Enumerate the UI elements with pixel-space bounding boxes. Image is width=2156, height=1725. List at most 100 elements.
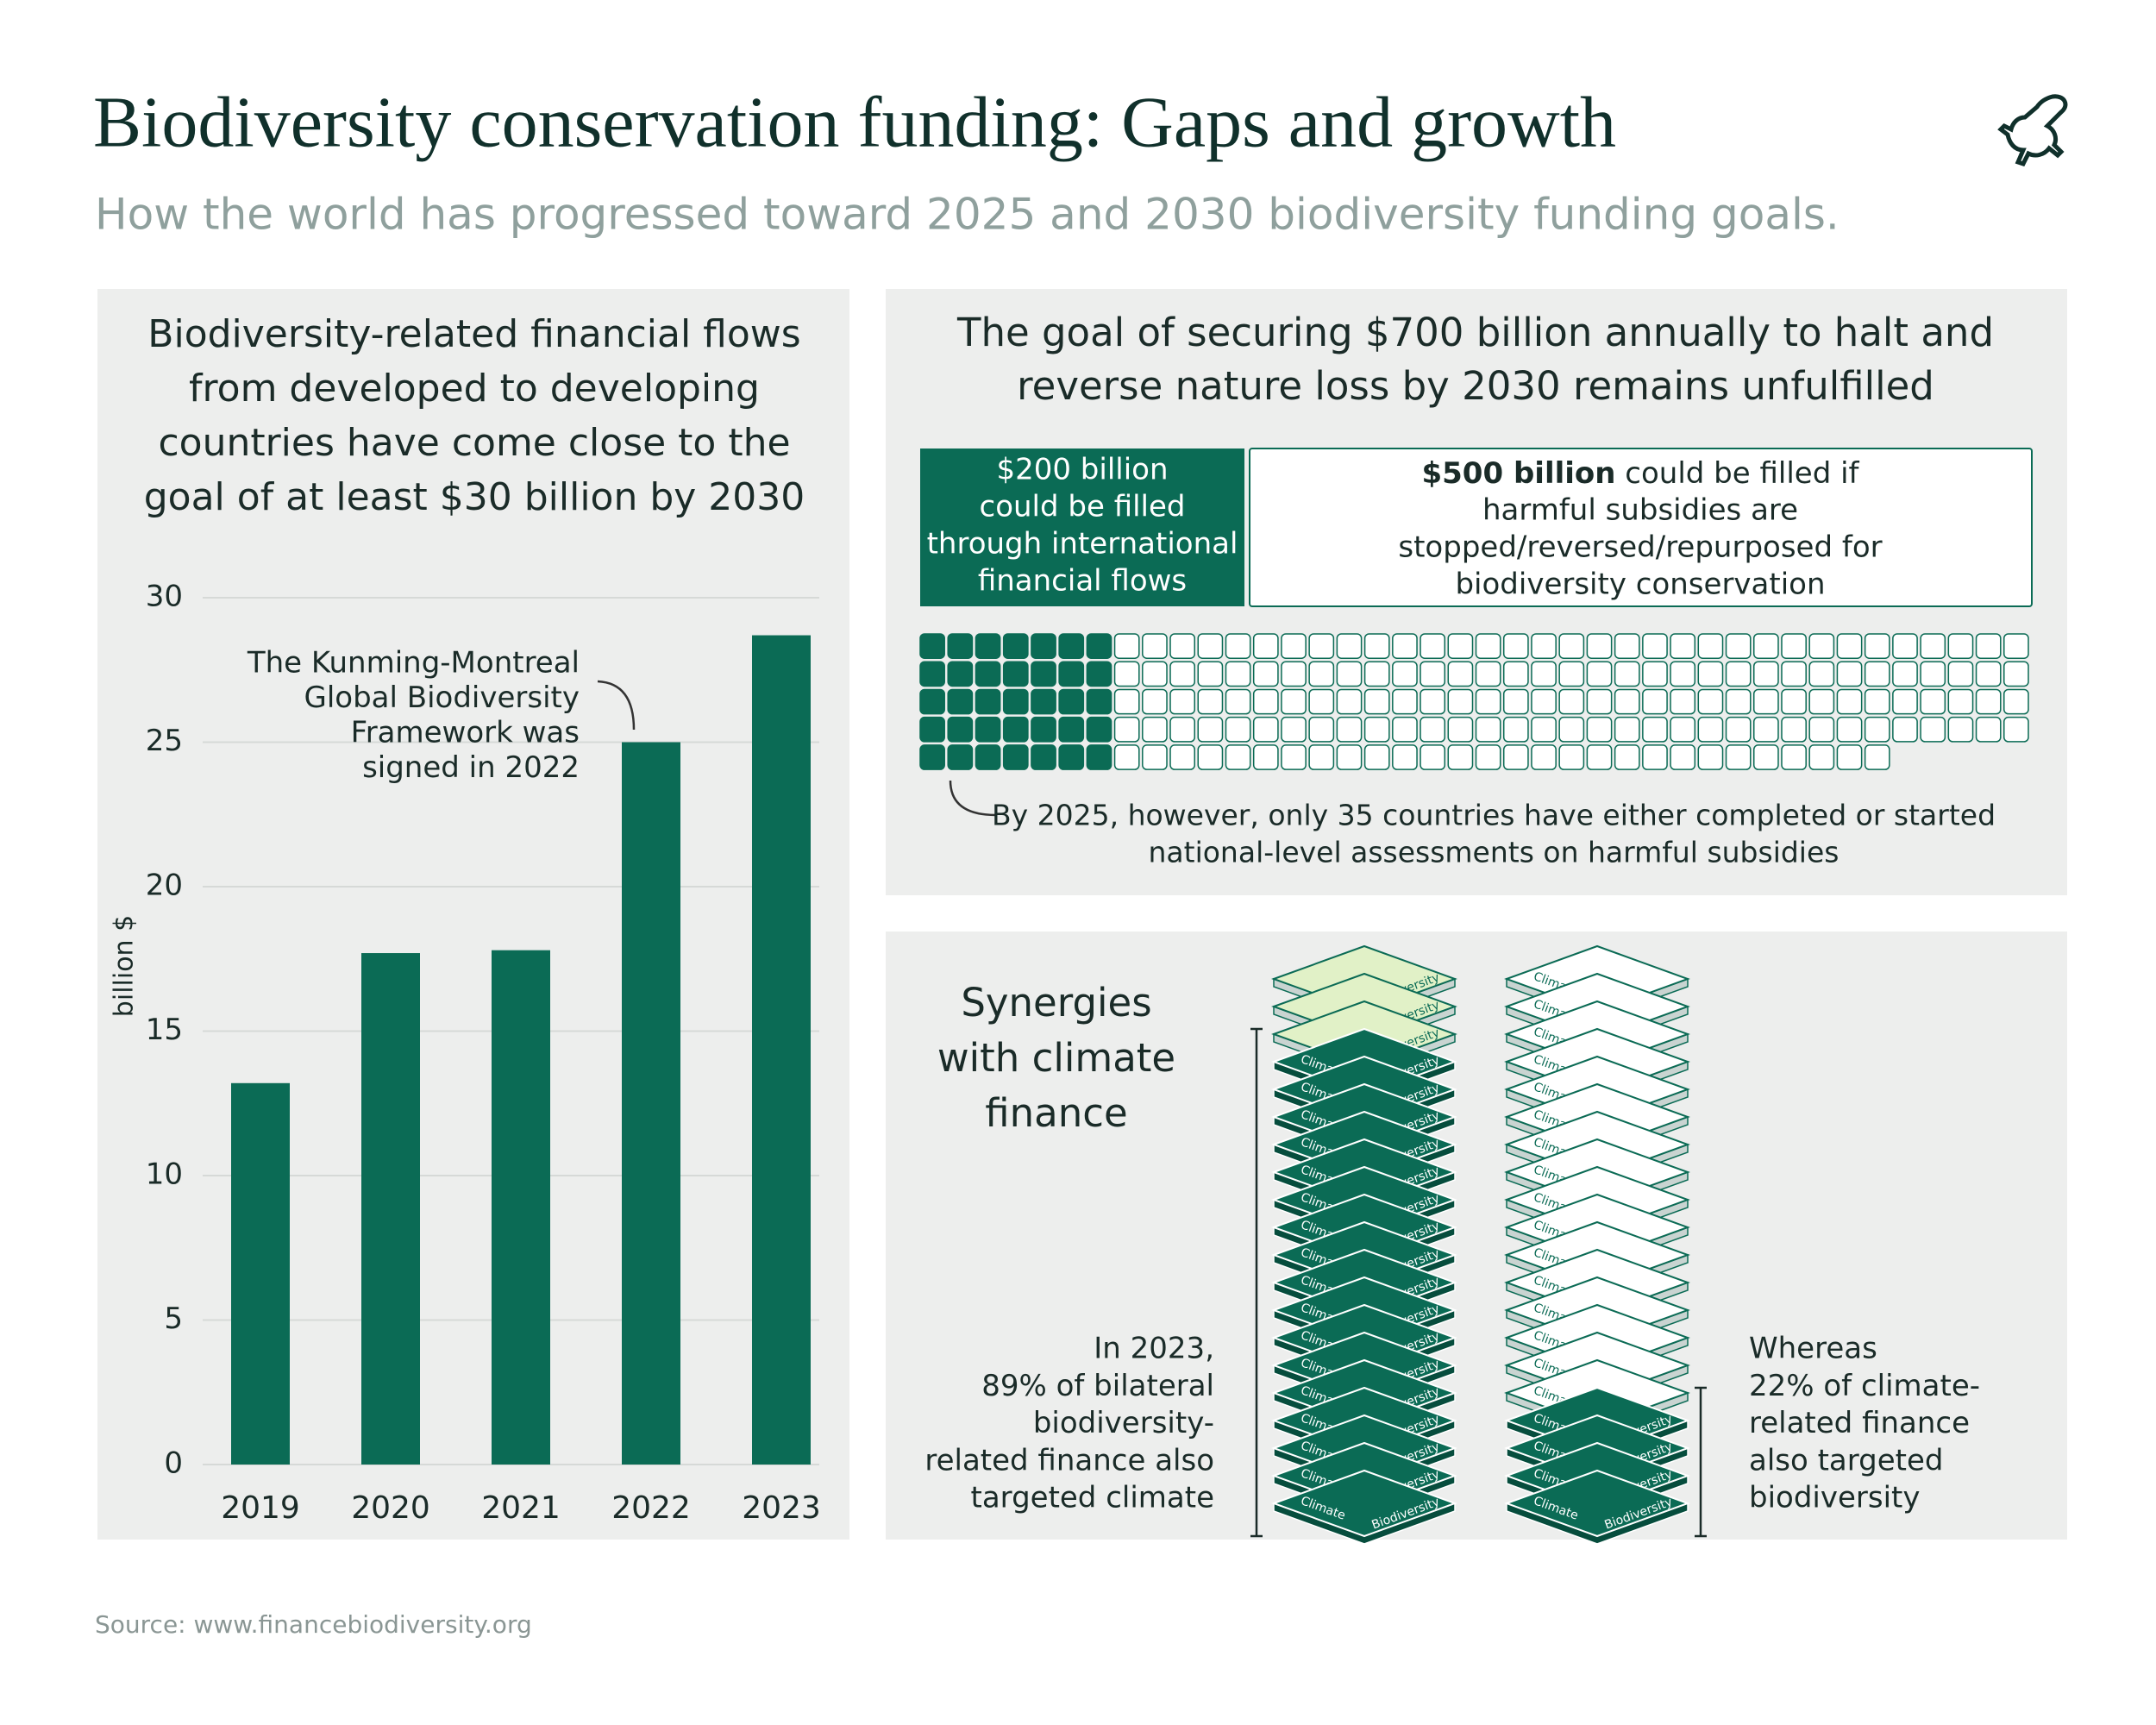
waffle-square (1586, 716, 1613, 743)
waffle-square (1725, 716, 1752, 743)
waffle-square (1113, 633, 1140, 659)
waffle-square-filled (1086, 744, 1112, 770)
x-tick-label: 2023 (742, 1490, 821, 1526)
waffle-square (1502, 744, 1529, 770)
waffle-square-filled (947, 688, 974, 715)
y-tick-label: 25 (146, 724, 183, 758)
waffle-square (1531, 688, 1557, 715)
waffle-square (1892, 633, 1918, 659)
waffle-square (1920, 716, 1946, 743)
waffle-square (1975, 633, 2002, 659)
y-tick-label: 15 (146, 1013, 183, 1047)
waffle-square (1808, 716, 1835, 743)
waffle-square (1502, 688, 1529, 715)
waffle-square (1808, 633, 1835, 659)
waffle-square (1252, 688, 1279, 715)
waffle-square (1225, 688, 1251, 715)
waffle-square (1642, 688, 1668, 715)
waffle-square (1225, 661, 1251, 687)
waffle-square (1864, 661, 1890, 687)
waffle-square (1336, 688, 1363, 715)
waffle-square (1614, 716, 1640, 743)
waffle-square (1420, 688, 1446, 715)
waffle-square (1531, 744, 1557, 770)
stack-text: In 2023, (1094, 1332, 1214, 1366)
waffle-square (1363, 716, 1390, 743)
annotation: Framework was (351, 716, 580, 750)
waffle-square (1725, 688, 1752, 715)
waffle-square (1642, 744, 1668, 770)
waffle-square (1864, 688, 1890, 715)
box-right-text: $500 billion could be filled if (1421, 456, 1859, 491)
waffle-square (1864, 716, 1890, 743)
waffle-square-filled (1058, 661, 1085, 687)
box-right-text-rest: could be filled if (1615, 456, 1859, 491)
waffle-square (1670, 633, 1696, 659)
waffle-square (1502, 661, 1529, 687)
waffle-square-filled (975, 633, 1001, 659)
waffle-square (1142, 661, 1168, 687)
waffle-square (1363, 744, 1390, 770)
bar (361, 953, 420, 1465)
waffle-square (1420, 744, 1446, 770)
waffle-square (1670, 744, 1696, 770)
waffle-square (1670, 716, 1696, 743)
waffle-square-filled (919, 688, 945, 715)
logo (1997, 94, 2068, 167)
waffle-square (1753, 661, 1779, 687)
stack-text: related finance (1749, 1406, 1970, 1440)
stack-text: 89% of bilateral (981, 1369, 1214, 1403)
waffle-square (1808, 661, 1835, 687)
waffle-square (1697, 688, 1724, 715)
x-tick-label: 2019 (221, 1490, 300, 1526)
waffle-square (1475, 661, 1501, 687)
waffle-square (1614, 633, 1640, 659)
waffle-square (1363, 633, 1390, 659)
waffle-square (1697, 716, 1724, 743)
waffle-square (1697, 661, 1724, 687)
waffle-square (1586, 688, 1613, 715)
waffle-square-filled (947, 633, 974, 659)
y-tick-label: 5 (164, 1302, 183, 1336)
waffle-square (1336, 744, 1363, 770)
stack-text: related finance also (924, 1443, 1214, 1477)
waffle-square (1113, 716, 1140, 743)
waffle-square (1169, 633, 1196, 659)
waffle-square (1781, 716, 1807, 743)
waffle-square (1781, 633, 1807, 659)
waffle-square (1142, 716, 1168, 743)
synergy-title: finance (985, 1090, 1127, 1136)
chart-title: goal of at least $30 billion by 2030 (144, 475, 805, 519)
waffle-square (1781, 744, 1807, 770)
waffle-square (1363, 661, 1390, 687)
waffle-square (1447, 661, 1474, 687)
waffle-square (1475, 716, 1501, 743)
annotation: signed in 2022 (362, 750, 580, 785)
waffle-square (1920, 633, 1946, 659)
waffle-square (1169, 716, 1196, 743)
waffle-square (1947, 661, 1974, 687)
box-left-text: financial flows (978, 564, 1187, 599)
waffle-square (1447, 633, 1474, 659)
waffle-square (1781, 688, 1807, 715)
waffle-square (1975, 716, 2002, 743)
box-left-text: could be filled (980, 490, 1186, 524)
box-left-text: $200 billion (996, 453, 1168, 487)
waffle-square (1808, 688, 1835, 715)
waffle-square (1642, 716, 1668, 743)
waffle-square (1392, 744, 1418, 770)
box-right-text: harmful subsidies are (1482, 493, 1798, 528)
waffle-square (1225, 716, 1251, 743)
waffle-square (1142, 744, 1168, 770)
waffle-square (1336, 633, 1363, 659)
waffle-square (1808, 744, 1835, 770)
waffle-square (1336, 661, 1363, 687)
waffle-square (1586, 633, 1613, 659)
waffle-square (1531, 633, 1557, 659)
waffle-square (1336, 716, 1363, 743)
waffle-square (1113, 744, 1140, 770)
waffle-square (1642, 661, 1668, 687)
waffle-square (1197, 716, 1224, 743)
waffle-square (1836, 661, 1863, 687)
waffle-square (1558, 661, 1585, 687)
